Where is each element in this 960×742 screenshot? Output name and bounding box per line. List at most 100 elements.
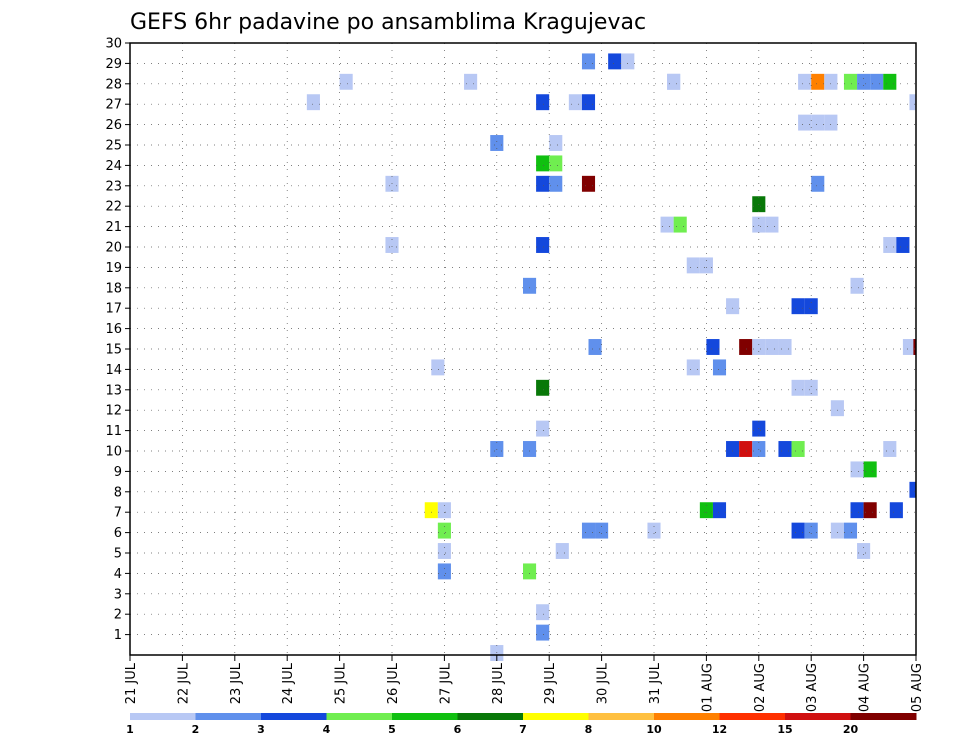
colorbar-label: 7 [519, 723, 527, 736]
precip-cell [798, 73, 812, 90]
precip-cell [536, 175, 550, 192]
precip-cell [889, 502, 903, 519]
precip-cell [798, 114, 812, 131]
colorbar-segment [130, 713, 196, 720]
precip-cell [804, 379, 818, 396]
colorbar-label: 4 [323, 723, 331, 736]
precip-cell [850, 461, 864, 478]
precip-cell [883, 73, 897, 90]
x-tick-label: 27 JUL [438, 662, 453, 704]
y-tick-label: 13 [105, 383, 122, 398]
y-tick-label: 17 [105, 302, 122, 317]
colorbar-segment [261, 713, 327, 720]
colorbar-segment [457, 713, 524, 720]
y-tick-label: 4 [114, 567, 122, 582]
precip-cell [752, 216, 766, 233]
colorbar-label: 6 [454, 723, 462, 736]
y-tick-label: 27 [105, 98, 122, 113]
precip-cell [824, 114, 838, 131]
precip-cell [811, 114, 825, 131]
colorbar-label: 5 [388, 723, 396, 736]
precip-cell [712, 502, 727, 519]
precip-cell [588, 339, 602, 355]
precip-cell [339, 73, 353, 90]
colorbar-segment [326, 713, 393, 720]
precip-cell [863, 461, 877, 478]
precip-cell [608, 53, 622, 70]
precip-cell [549, 175, 563, 192]
precip-cell [686, 359, 700, 376]
y-tick-label: 10 [105, 445, 122, 460]
precip-cell [857, 73, 871, 90]
precip-cell [523, 441, 537, 457]
precip-cell [913, 339, 916, 355]
precip-cell [621, 53, 635, 70]
precip-cell [581, 522, 596, 539]
precip-cell [909, 94, 916, 111]
precip-cell [765, 216, 779, 233]
y-tick-label: 5 [114, 547, 122, 562]
precip-cell [857, 543, 871, 559]
x-tick-label: 23 JUL [229, 662, 244, 704]
colorbar-label: 15 [777, 723, 792, 736]
x-tick-label: 02 AUG [753, 663, 768, 712]
y-tick-label: 1 [114, 628, 122, 643]
colorbar-segment [850, 713, 917, 720]
y-tick-label: 14 [105, 363, 122, 378]
precip-cell [706, 339, 720, 355]
y-tick-label: 26 [105, 118, 122, 133]
y-tick-label: 8 [114, 485, 122, 500]
x-tick-label: 29 JUL [543, 662, 558, 704]
precip-cell [726, 441, 740, 457]
precip-cell [739, 441, 753, 457]
precip-cell [778, 441, 792, 457]
chart-title: GEFS 6hr padavine po ansamblima Kragujev… [130, 10, 646, 35]
precip-cell [896, 237, 910, 253]
x-tick-label: 26 JUL [386, 662, 401, 704]
y-tick-label: 7 [114, 506, 122, 521]
precip-cell [686, 257, 700, 274]
precip-cell [699, 257, 713, 274]
x-tick-label: 28 JUL [491, 662, 506, 704]
x-tick-label: 04 AUG [858, 663, 873, 712]
precip-cell [811, 73, 825, 90]
precip-cell [791, 298, 805, 315]
precip-cell [568, 94, 582, 111]
precip-cell [536, 94, 550, 111]
precip-cell [437, 522, 451, 539]
y-tick-label: 9 [114, 465, 122, 480]
y-tick-label: 29 [105, 57, 122, 72]
precip-cell [778, 339, 792, 355]
precip-cell [581, 94, 596, 111]
x-tick-label: 25 JUL [334, 662, 349, 704]
colorbar: 1 2 3 4 5 6 7 8 10 12 15 20 [126, 713, 917, 736]
precip-cell [549, 155, 563, 172]
precip-cell [437, 563, 451, 580]
precip-cell [424, 502, 438, 519]
y-tick-label: 19 [105, 261, 122, 276]
y-tick-label: 12 [105, 404, 122, 419]
colorbar-segment [588, 713, 655, 720]
colorbar-segment [785, 713, 851, 720]
x-tick-label: 30 JUL [596, 662, 611, 704]
colorbar-segment [392, 713, 458, 720]
y-tick-label: 6 [114, 526, 122, 541]
precip-cell [830, 400, 844, 417]
y-tick-label: 11 [105, 424, 122, 439]
precip-cell [824, 73, 838, 90]
precip-cell [490, 135, 504, 151]
y-tick-label: 18 [105, 281, 122, 296]
y-tick-label: 25 [105, 139, 122, 154]
precip-cell [830, 522, 844, 539]
precip-cell [699, 502, 713, 519]
precip-cell [883, 441, 897, 457]
y-tick-label: 22 [105, 200, 122, 215]
cells-layer [306, 53, 916, 661]
precip-cell [464, 73, 478, 90]
precip-cell [555, 543, 569, 559]
precip-cell [536, 379, 550, 396]
precip-cell [811, 175, 825, 192]
colorbar-label: 10 [646, 723, 662, 736]
y-tick-label: 15 [105, 343, 122, 358]
precip-cell [523, 277, 537, 294]
